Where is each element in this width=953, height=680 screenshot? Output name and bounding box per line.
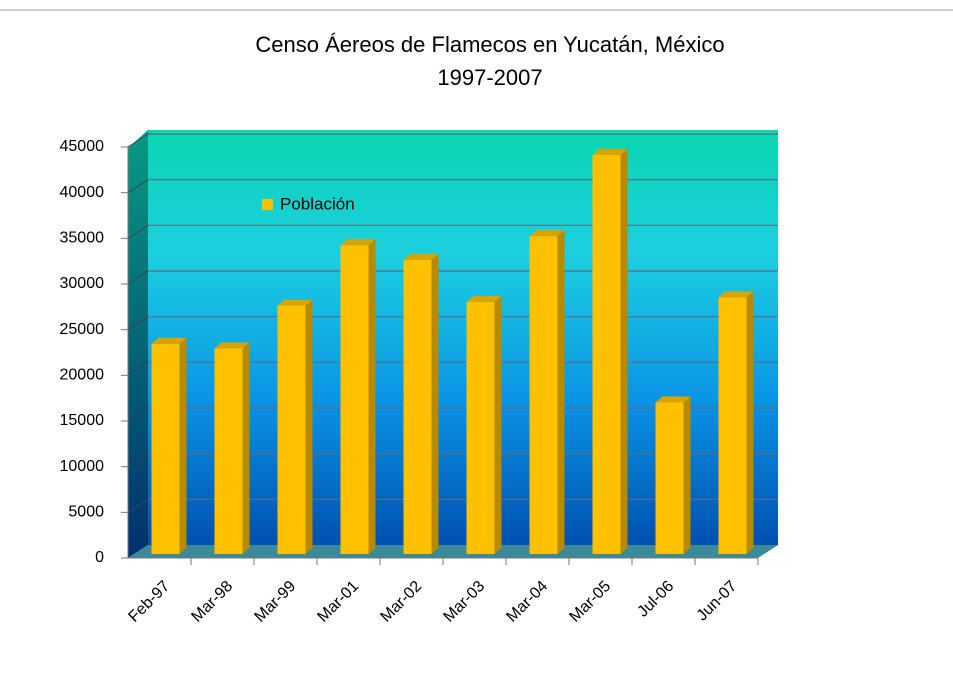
bar [466, 295, 502, 554]
chart-subtitle: 1997-2007 [437, 65, 542, 90]
x-tick-label: Mar-01 [314, 578, 362, 626]
bar-side [368, 239, 376, 554]
x-tick-label: Mar-05 [566, 578, 614, 626]
y-tick-label: 15000 [60, 412, 105, 429]
bar-side [179, 337, 187, 554]
y-tick-label: 10000 [60, 458, 105, 475]
bar-top [151, 337, 187, 344]
bar-side [683, 396, 691, 554]
x-tick-label: Feb-97 [125, 578, 173, 626]
grid-line-side [127, 453, 149, 468]
grid-line-side [127, 179, 149, 194]
grid-line-side [127, 407, 149, 422]
bar [151, 337, 187, 554]
x-tick-label: Mar-04 [503, 578, 551, 626]
bar [277, 299, 313, 554]
y-tick-label: 45000 [60, 138, 105, 155]
grid-line-side [127, 316, 149, 331]
bar-top [340, 239, 376, 246]
bar [214, 342, 250, 554]
bar-front [151, 343, 180, 554]
bar-side [746, 291, 754, 554]
bar [529, 230, 565, 554]
x-tick-label: Mar-03 [440, 578, 488, 626]
bar [403, 253, 439, 554]
bar-front [718, 297, 747, 554]
side-wall [128, 130, 148, 558]
chart-title: Censo Áereos de Flamecos en Yucatán, Méx… [255, 32, 724, 57]
bar-front [340, 245, 369, 554]
bar-side [557, 230, 565, 554]
bar-side [494, 295, 502, 554]
bar-top [277, 299, 313, 306]
bar [718, 291, 754, 554]
bar-top [466, 295, 502, 302]
bar-top [214, 342, 250, 349]
bar-front [592, 154, 621, 554]
bar-side [305, 299, 313, 554]
bar-front [403, 259, 432, 554]
bar-side [620, 148, 628, 554]
y-tick-label: 30000 [60, 275, 105, 292]
bar-front [655, 402, 684, 554]
bar-front [277, 305, 306, 554]
bar-side [431, 253, 439, 554]
x-tick-label: Mar-02 [377, 578, 425, 626]
bar-front [214, 348, 243, 554]
bar [655, 396, 691, 554]
bar-top [403, 253, 439, 260]
x-tick-label: Mar-98 [188, 578, 236, 626]
grid-line-side [127, 270, 149, 285]
grid-line-side [127, 498, 149, 513]
y-tick-label: 40000 [60, 184, 105, 201]
legend-label: Población [280, 194, 355, 213]
y-tick-label: 5000 [68, 504, 104, 521]
bar-top [655, 396, 691, 403]
x-tick-label: Jul-06 [634, 578, 677, 621]
bar [592, 148, 628, 554]
bar [340, 239, 376, 554]
y-tick-label: 20000 [60, 367, 105, 384]
legend-swatch [262, 199, 273, 210]
bar-front [466, 301, 495, 554]
grid-line-side [127, 361, 149, 376]
bar-top [718, 291, 754, 298]
y-tick-label: 25000 [60, 321, 105, 338]
bar-side [242, 342, 250, 554]
bar-front [529, 236, 558, 554]
grid-line-side [127, 133, 149, 148]
y-tick-label: 35000 [60, 230, 105, 247]
y-tick-label: 0 [95, 549, 104, 566]
grid-line-side [127, 224, 149, 239]
bar-top [529, 230, 565, 237]
x-tick-label: Mar-99 [251, 578, 299, 626]
x-tick-label: Jun-07 [694, 578, 741, 625]
bar-top [592, 148, 628, 155]
